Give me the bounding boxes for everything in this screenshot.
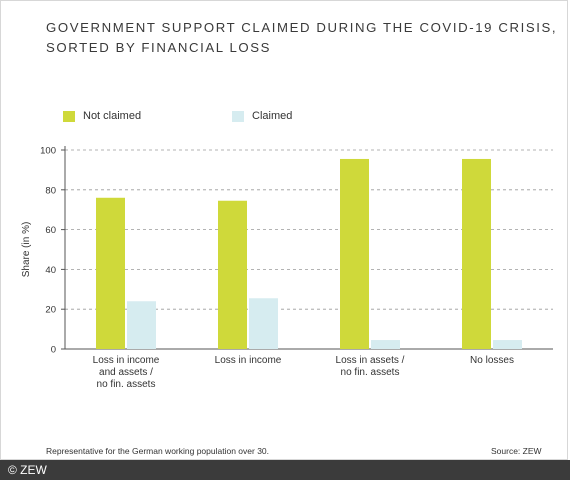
legend-not-claimed: Not claimed — [63, 110, 141, 122]
chart-title-line-2: SORTED BY FINANCIAL LOSS — [46, 40, 272, 55]
bar-not-claimed — [218, 200, 247, 349]
x-tick-label: No losses — [470, 355, 514, 366]
legend-label-claimed: Claimed — [252, 110, 293, 122]
legend-claimed: Claimed — [232, 110, 292, 122]
y-tick-label: 100 — [40, 146, 56, 157]
legend-swatch-claimed — [232, 110, 244, 122]
bar-not-claimed — [340, 158, 369, 349]
legend-label-not-claimed: Not claimed — [83, 110, 142, 122]
y-tick-label: 60 — [45, 225, 56, 236]
y-tick-label: 0 — [51, 345, 56, 356]
bar-claimed — [371, 340, 400, 349]
chart-title-line-1: GOVERNMENT SUPPORT CLAIMED DURING THE CO… — [46, 20, 558, 35]
y-axis-label: Share (in %) — [21, 222, 32, 278]
x-tick-label: no fin. assets — [97, 379, 156, 390]
x-tick-label: Loss in assets / — [336, 355, 405, 366]
x-tick-label: Loss in income — [215, 355, 282, 366]
chart-frame — [0, 0, 568, 460]
x-tick-label: and assets / — [99, 367, 153, 378]
y-tick-label: 80 — [45, 185, 56, 196]
source-note: Source: ZEW — [491, 446, 542, 456]
copyright-bar: © ZEW — [0, 460, 570, 480]
bar-claimed — [127, 301, 156, 349]
y-tick-label: 20 — [45, 305, 56, 316]
y-tick-label: 40 — [45, 265, 56, 276]
footnote: Representative for the German working po… — [46, 446, 270, 456]
legend-swatch-not-claimed — [63, 110, 75, 122]
bar-claimed — [493, 340, 522, 349]
bar-claimed — [249, 298, 278, 349]
bar-not-claimed — [462, 158, 491, 349]
chart-title: GOVERNMENT SUPPORT CLAIMED DURING THE CO… — [46, 18, 558, 58]
x-tick-label: no fin. assets — [341, 367, 400, 378]
x-tick-label: Loss in income — [93, 355, 160, 366]
bar-not-claimed — [96, 197, 125, 349]
